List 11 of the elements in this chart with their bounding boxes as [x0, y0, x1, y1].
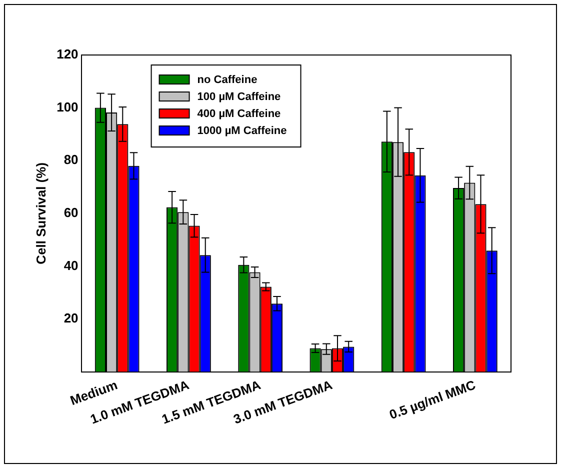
y-tick-label: 40 — [64, 258, 78, 273]
y-tick-label: 20 — [64, 310, 78, 326]
legend-label: 400 µM Caffeine — [197, 108, 281, 120]
y-tick-label: 80 — [64, 152, 78, 168]
y-tick-label: 100 — [56, 99, 78, 114]
legend-label: 100 µM Caffeine — [197, 91, 281, 104]
y-tick-label: 60 — [64, 204, 78, 220]
legend-label: no Caffeine — [197, 74, 258, 86]
legend-label: 1000 µM Caffeine — [197, 125, 287, 138]
y-tick-label: 120 — [56, 46, 78, 62]
y-axis-title: Cell Survival (%) — [33, 162, 48, 264]
